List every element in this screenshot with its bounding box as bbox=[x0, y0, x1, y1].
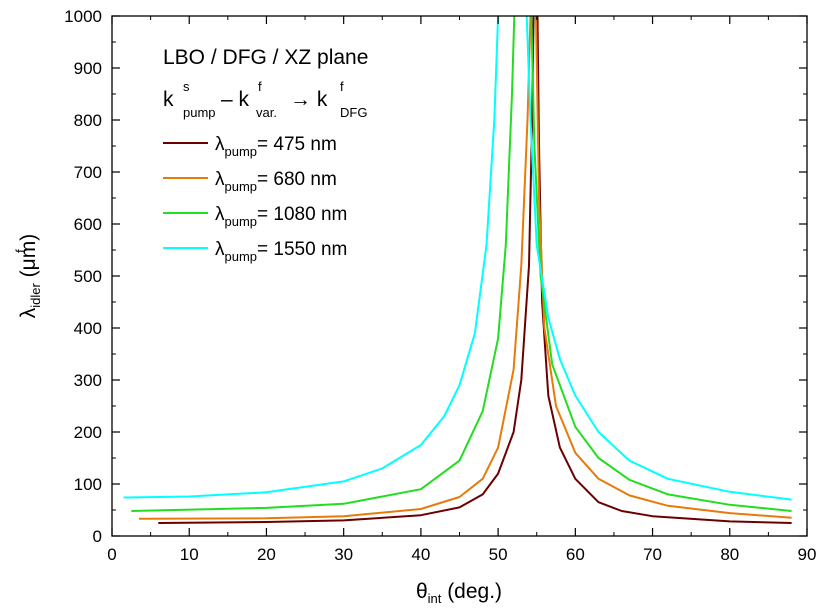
x-tick-label-7: 70 bbox=[643, 545, 662, 564]
y-tick-label-0: 0 bbox=[93, 527, 102, 546]
process-k3-sub: DFG bbox=[340, 105, 367, 120]
process-k2-sub: var. bbox=[256, 105, 277, 120]
chart-title: LBO / DFG / XZ plane bbox=[163, 46, 368, 69]
series-2-left-branch bbox=[131, 16, 516, 512]
process-label: k s pump – k f var. → k f DFG bbox=[163, 79, 367, 120]
curves-group bbox=[123, 16, 792, 524]
process-minus: – k bbox=[221, 88, 250, 111]
x-tick-label-1: 10 bbox=[180, 545, 199, 564]
x-tick-label-6: 60 bbox=[566, 545, 585, 564]
plot-area bbox=[112, 16, 807, 536]
process-k1-sup: s bbox=[183, 79, 190, 94]
series-1-right-branch bbox=[535, 16, 792, 519]
series-0-left-branch bbox=[158, 16, 535, 524]
series-3-right-branch bbox=[525, 16, 792, 501]
process-k3-sup: f bbox=[340, 79, 344, 94]
x-axis-rest: (deg.) bbox=[441, 580, 502, 603]
x-tick-label-9: 90 bbox=[798, 545, 817, 564]
y-tick-label-2: 200 bbox=[74, 423, 102, 442]
y-tick-label-6: 600 bbox=[74, 215, 102, 234]
y-tick-label-9: 900 bbox=[74, 59, 102, 78]
y-axis-title: λidler (μm) bbox=[17, 234, 43, 319]
y-tick-label-7: 700 bbox=[74, 163, 102, 182]
legend-label-0: λpump= 475 nm bbox=[215, 134, 337, 159]
y-axis-symbol: λ bbox=[17, 307, 40, 318]
x-axis-title: θint (deg.) bbox=[416, 580, 502, 606]
x-axis-symbol: θ bbox=[416, 580, 428, 603]
y-axis-sub: idler bbox=[28, 283, 43, 308]
process-k2-sup: f bbox=[258, 79, 262, 94]
legend: LBO / DFG / XZ plane k s pump – k f var.… bbox=[163, 46, 368, 264]
x-tick-label-5: 50 bbox=[489, 545, 508, 564]
series-1-left-branch bbox=[138, 16, 532, 520]
y-axis-sup: f bbox=[13, 249, 28, 253]
y-tick-label-4: 400 bbox=[74, 319, 102, 338]
y-tick-label-10: 1000 bbox=[64, 7, 102, 26]
x-tick-label-0: 0 bbox=[107, 545, 116, 564]
x-tick-label-4: 40 bbox=[411, 545, 430, 564]
legend-label-1: λpump= 680 nm bbox=[215, 169, 337, 194]
legend-label-3: λpump= 1550 nm bbox=[215, 239, 347, 264]
x-axis-sub: int bbox=[428, 591, 442, 606]
process-k1-sub: pump bbox=[183, 105, 216, 120]
x-tick-label-8: 80 bbox=[720, 545, 739, 564]
y-tick-label-1: 100 bbox=[74, 475, 102, 494]
legend-label-2: λpump= 1080 nm bbox=[215, 204, 347, 229]
x-tick-label-3: 30 bbox=[334, 545, 353, 564]
x-tick-label-2: 20 bbox=[257, 545, 276, 564]
process-k1: k bbox=[163, 88, 174, 111]
process-arrow: → k bbox=[290, 88, 328, 111]
series-3-left-branch bbox=[123, 16, 500, 499]
ticks-group: 0 10 20 30 40 50 60 70 80 90010020030040050060070… bbox=[64, 7, 816, 564]
y-tick-label-8: 800 bbox=[74, 111, 102, 130]
y-tick-label-3: 300 bbox=[74, 371, 102, 390]
series-2-right-branch bbox=[530, 16, 792, 512]
y-axis-rest: (μm) bbox=[17, 234, 40, 283]
legend-entries: λpump= 475 nm λpump= 680 nm λpump= 1080 nm… bbox=[163, 134, 347, 264]
y-tick-label-5: 500 bbox=[74, 267, 102, 286]
